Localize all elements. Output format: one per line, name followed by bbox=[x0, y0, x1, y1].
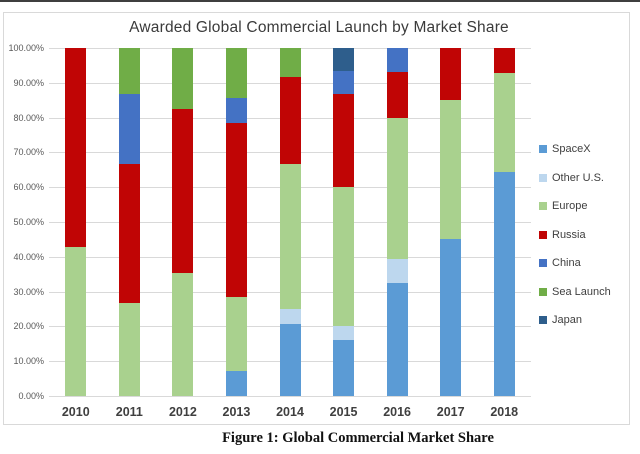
legend-color-swatch-icon bbox=[539, 316, 547, 324]
plot-area bbox=[49, 48, 531, 397]
legend-color-swatch-icon bbox=[539, 202, 547, 210]
bar-segment-other-u-s--2014 bbox=[279, 309, 301, 324]
y-axis-tick-label: 10.00% bbox=[13, 356, 44, 367]
bar-segment-spacex-2013 bbox=[225, 371, 247, 396]
bar-segment-europe-2017 bbox=[440, 100, 462, 240]
bar-segment-europe-2015 bbox=[333, 187, 355, 327]
bar-segment-spacex-2014 bbox=[279, 323, 301, 396]
bar-segment-europe-2011 bbox=[118, 303, 140, 396]
bar-segment-europe-2010 bbox=[65, 246, 87, 396]
y-axis-tick-label: 20.00% bbox=[13, 321, 44, 332]
legend-color-swatch-icon bbox=[539, 259, 547, 267]
bar-segment-russia-2013 bbox=[225, 122, 247, 297]
chart-frame: Awarded Global Commercial Launch by Mark… bbox=[3, 12, 630, 425]
x-axis-label: 2010 bbox=[61, 405, 90, 419]
y-axis-tick-label: 90.00% bbox=[13, 77, 44, 88]
y-axis-tick-label: 50.00% bbox=[13, 217, 44, 227]
bar-segment-russia-2015 bbox=[333, 94, 355, 188]
bar-segment-europe-2018 bbox=[493, 72, 515, 173]
y-axis-tick-label: 30.00% bbox=[13, 286, 44, 297]
x-axis-label: 2013 bbox=[222, 405, 251, 419]
bar-segment-russia-2017 bbox=[440, 48, 462, 101]
bar-2015 bbox=[333, 48, 355, 396]
bar-segment-europe-2013 bbox=[225, 296, 247, 372]
legend-item-japan: Japan bbox=[539, 314, 582, 327]
bar-segment-spacex-2018 bbox=[493, 172, 515, 396]
legend-label: Russia bbox=[552, 228, 586, 241]
legend-label: Europe bbox=[552, 200, 588, 212]
legend-label: China bbox=[552, 257, 581, 269]
chart-title: Awarded Global Commercial Launch by Mark… bbox=[129, 19, 509, 36]
legend-color-swatch-icon bbox=[539, 145, 547, 153]
bar-2012 bbox=[172, 48, 194, 396]
legend-item-spacex: SpaceX bbox=[539, 143, 591, 156]
x-axis-label: 2016 bbox=[383, 405, 412, 419]
bar-2018 bbox=[493, 48, 515, 396]
y-axis-tick-label: 70.00% bbox=[13, 147, 44, 158]
bar-segment-spacex-2017 bbox=[440, 239, 462, 396]
bar-segment-japan-2015 bbox=[333, 48, 355, 72]
legend-item-other-u-s-: Other U.S. bbox=[539, 171, 604, 184]
bar-2016 bbox=[386, 48, 408, 396]
bar-segment-spacex-2015 bbox=[333, 340, 355, 396]
y-axis-tick-label: 0.00% bbox=[18, 391, 44, 401]
bar-segment-sea-launch-2013 bbox=[225, 48, 247, 98]
bar-segment-europe-2014 bbox=[279, 164, 301, 309]
bar-segment-sea-launch-2011 bbox=[118, 48, 140, 95]
bar-segment-china-2013 bbox=[225, 97, 247, 123]
legend-color-swatch-icon bbox=[539, 287, 547, 296]
legend-item-europe: Europe bbox=[539, 200, 587, 213]
bar-segment-china-2016 bbox=[386, 48, 408, 72]
bar-segment-sea-launch-2014 bbox=[279, 48, 301, 77]
legend-label: Other U.S. bbox=[552, 171, 604, 184]
bar-segment-other-u-s--2015 bbox=[333, 326, 355, 341]
bar-2010 bbox=[65, 48, 87, 396]
bar-segment-russia-2014 bbox=[279, 77, 301, 164]
x-axis-label: 2015 bbox=[329, 405, 358, 419]
legend-color-swatch-icon bbox=[539, 173, 547, 182]
y-axis-tick-label: 100.00% bbox=[8, 43, 44, 53]
figure-caption: Figure 1: Global Commercial Market Share bbox=[222, 430, 494, 446]
legend-item-china: China bbox=[539, 257, 581, 270]
bar-segment-sea-launch-2012 bbox=[172, 48, 194, 110]
legend-color-swatch-icon bbox=[539, 230, 547, 239]
bar-segment-spacex-2016 bbox=[386, 283, 408, 396]
bar-2014 bbox=[279, 48, 301, 396]
bar-segment-russia-2018 bbox=[493, 48, 515, 73]
y-axis-tick-label: 40.00% bbox=[13, 251, 44, 262]
bar-segment-russia-2012 bbox=[172, 109, 194, 274]
x-axis-label: 2017 bbox=[436, 405, 465, 419]
bar-segment-europe-2012 bbox=[172, 273, 194, 396]
x-axis-label: 2012 bbox=[168, 405, 197, 419]
bar-segment-china-2015 bbox=[333, 71, 355, 95]
bar-segment-russia-2011 bbox=[118, 164, 140, 304]
x-axis-label: 2011 bbox=[115, 405, 143, 419]
bar-2013 bbox=[225, 48, 247, 396]
bar-segment-china-2011 bbox=[118, 94, 140, 164]
legend-label: SpaceX bbox=[552, 143, 591, 155]
y-axis-tick-label: 60.00% bbox=[13, 182, 44, 193]
bar-segment-russia-2010 bbox=[65, 48, 87, 247]
x-axis-label: 2014 bbox=[276, 405, 304, 419]
legend-item-sea-launch: Sea Launch bbox=[539, 285, 611, 298]
bar-segment-europe-2016 bbox=[386, 118, 408, 259]
bar-segment-russia-2016 bbox=[386, 71, 408, 119]
y-axis-tick-label: 80.00% bbox=[13, 112, 44, 123]
legend-label: Sea Launch bbox=[552, 285, 611, 298]
x-axis-label: 2018 bbox=[490, 405, 519, 419]
legend-label: Japan bbox=[552, 314, 582, 326]
bar-2011 bbox=[118, 48, 140, 396]
gridline bbox=[49, 396, 531, 397]
bar-2017 bbox=[440, 48, 462, 396]
bar-segment-other-u-s--2016 bbox=[386, 258, 408, 284]
legend-item-russia: Russia bbox=[539, 228, 586, 241]
